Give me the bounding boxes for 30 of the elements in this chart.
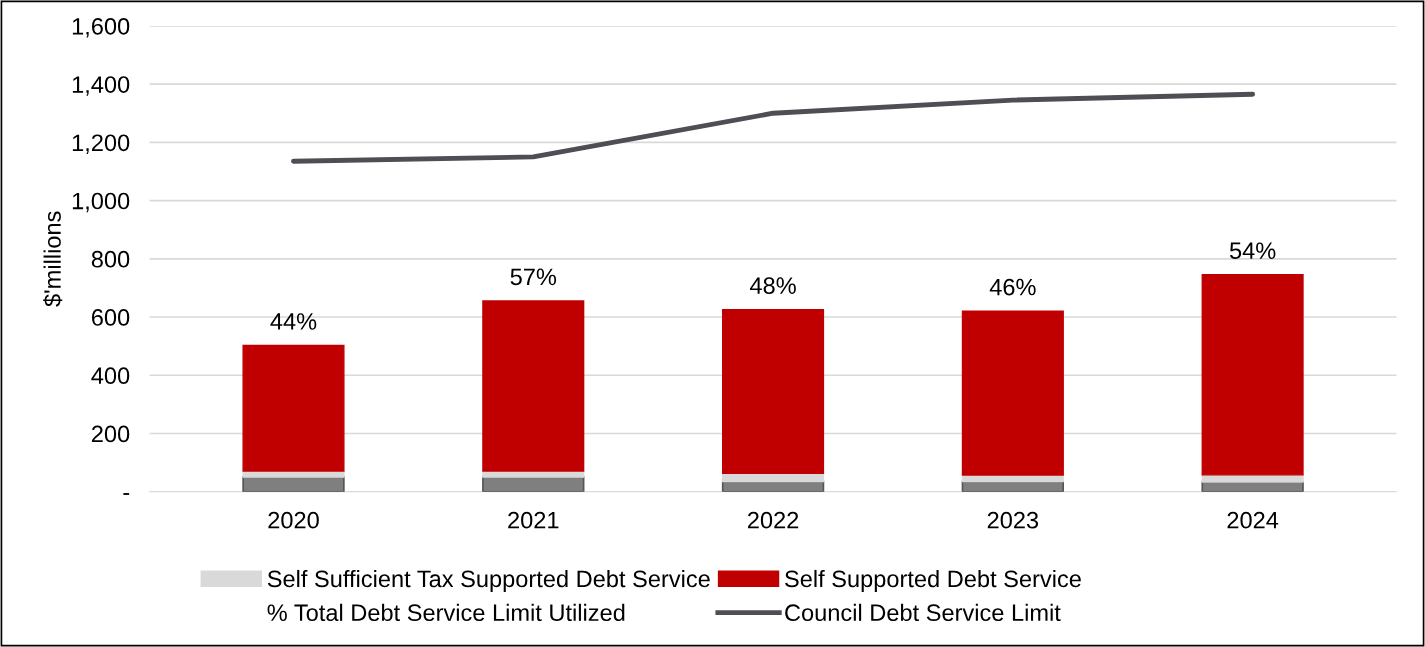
bar xyxy=(482,300,585,472)
bar xyxy=(722,309,825,475)
text: % Total Debt Service Limit Utilized xyxy=(267,603,625,622)
y-tick-label: 1,400 xyxy=(72,76,130,96)
line-series xyxy=(291,91,1256,164)
bar xyxy=(242,344,345,472)
y-tick-label: 800 xyxy=(91,250,130,268)
annotation: 44% xyxy=(270,313,317,330)
annotation: 57% xyxy=(510,268,557,286)
y-tick-label: 1,000 xyxy=(72,192,130,213)
bar xyxy=(961,310,1064,476)
y-tick-label: - xyxy=(123,493,130,495)
y-tick-label: 600 xyxy=(91,309,130,326)
legend-label: Self Supported Debt Service xyxy=(785,569,1081,592)
y-tick-label: 1,600 xyxy=(72,17,130,38)
y-axis-title: $'millions xyxy=(43,211,63,307)
x-tick-label: 2020 xyxy=(268,511,319,529)
x-tick-label: 2022 xyxy=(747,511,799,529)
x-tick-label: 2023 xyxy=(987,511,1039,529)
x-tick-label: 2024 xyxy=(1227,511,1279,529)
legend-label: Self Sufficient Tax Supported Debt Service xyxy=(267,569,710,592)
y-tick-label: 200 xyxy=(91,425,130,443)
bar xyxy=(1201,274,1304,476)
annotation: 46% xyxy=(989,278,1036,296)
x-tick-label: 2021 xyxy=(508,511,559,529)
y-tick-label: 1,200 xyxy=(72,134,130,154)
annotation: 54% xyxy=(1229,242,1276,260)
legend-label: Council Debt Service Limit xyxy=(785,603,1061,622)
annotation: 48% xyxy=(749,277,796,294)
y-tick-label: 400 xyxy=(91,367,130,385)
